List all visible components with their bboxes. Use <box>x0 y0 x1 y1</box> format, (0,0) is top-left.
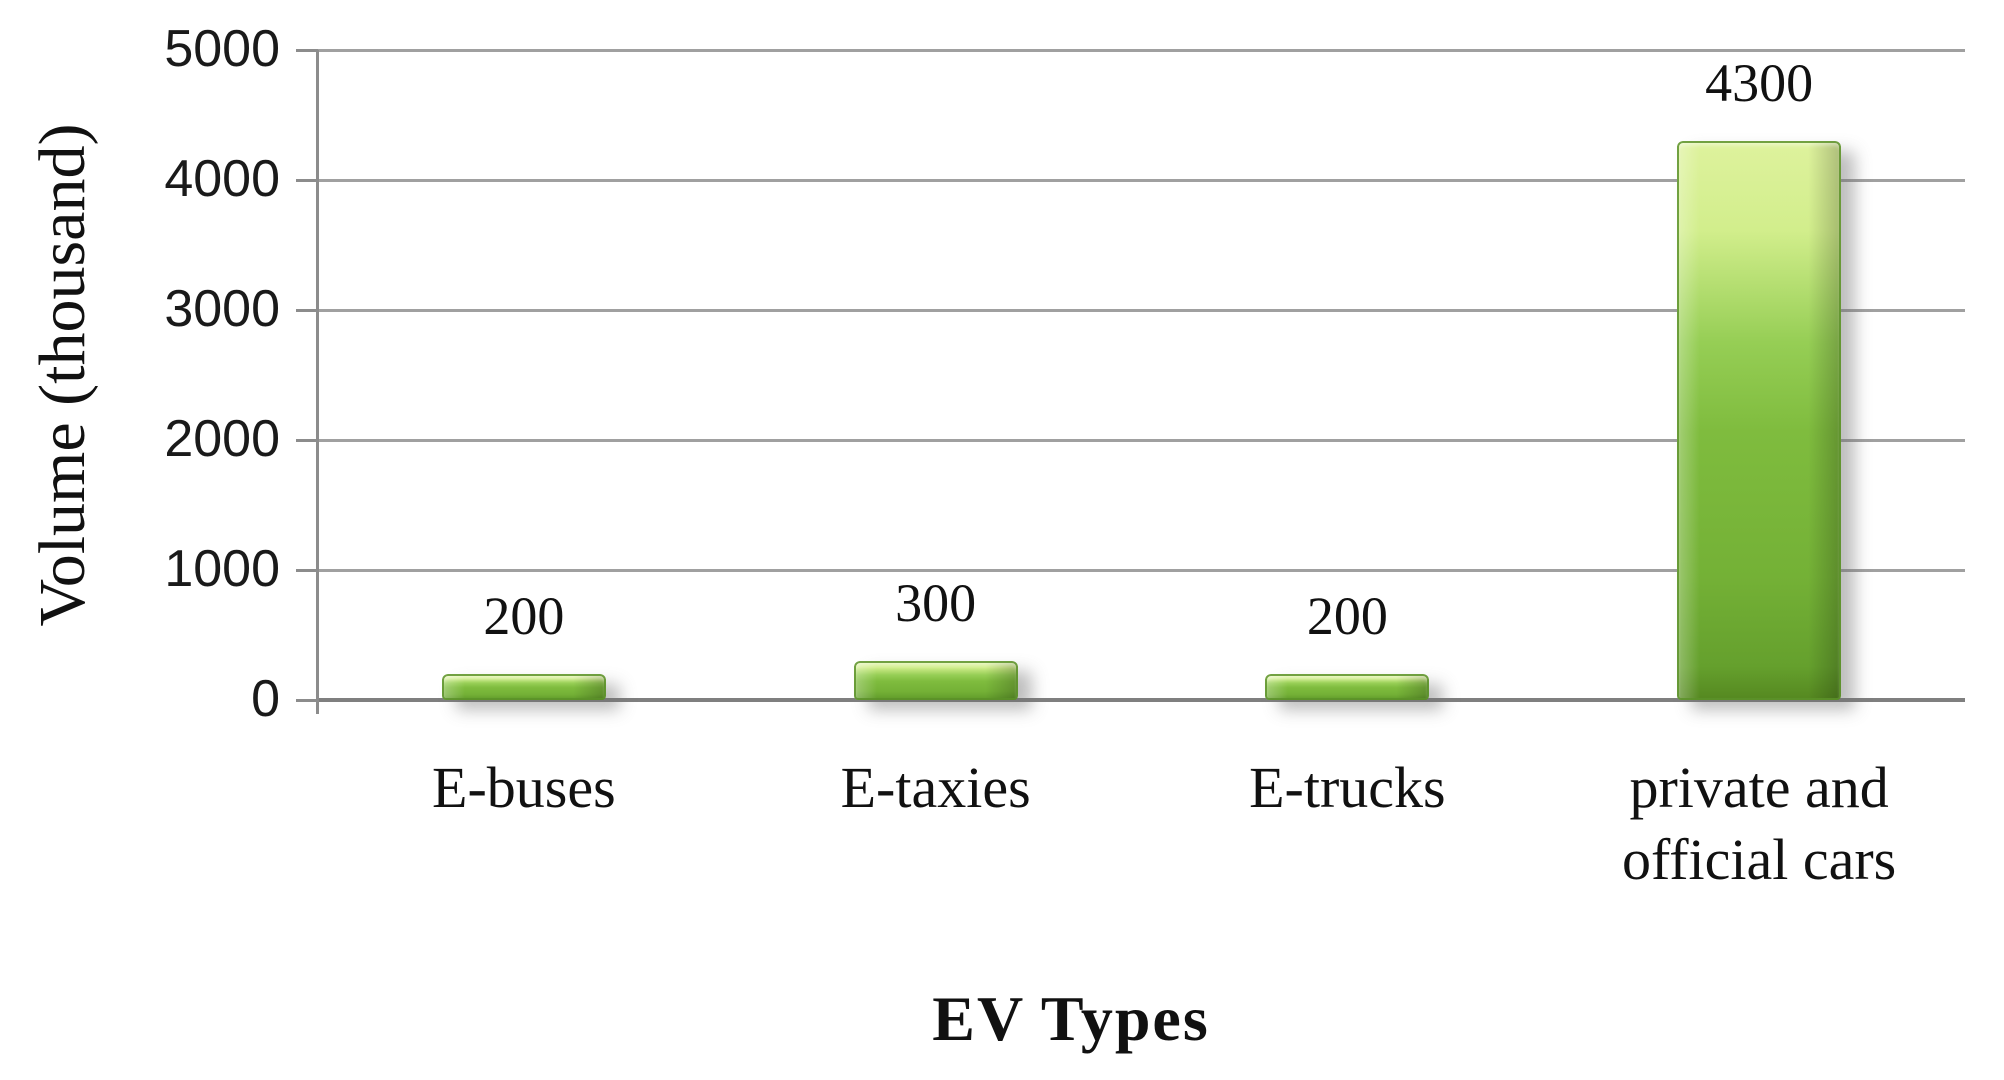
bar-value-label: 4300 <box>1705 53 1814 113</box>
bar-value-label: 200 <box>1306 586 1388 646</box>
y-axis-tick <box>296 568 318 572</box>
x-axis-category-line: E-taxies <box>840 755 1031 820</box>
gridline <box>318 178 1965 182</box>
y-axis-tick <box>296 308 318 312</box>
y-axis-tick-label: 0 <box>251 670 280 728</box>
y-axis-tick <box>296 698 318 702</box>
x-axis-category-line: private and <box>1629 755 1889 820</box>
gridline <box>318 568 1965 572</box>
x-axis-category-line: E-trucks <box>1249 755 1446 820</box>
y-axis-tick-label: 1000 <box>164 540 280 598</box>
x-axis-title: EV Types <box>932 983 1210 1054</box>
bar <box>1265 674 1430 700</box>
x-axis-category-label: E-trucks <box>1142 752 1554 824</box>
x-axis-category-line: E-buses <box>432 755 616 820</box>
y-axis-tick <box>296 438 318 442</box>
x-axis-category-label: private and official cars <box>1553 752 1965 896</box>
bar <box>441 674 606 700</box>
bar <box>1677 141 1842 700</box>
gridline <box>318 48 1965 52</box>
y-axis-tick-label: 5000 <box>164 20 280 78</box>
x-axis-category-line: official cars <box>1621 827 1897 892</box>
bar <box>853 661 1018 700</box>
x-axis-category-label: E-buses <box>318 752 730 824</box>
bar-value-label: 300 <box>895 573 977 633</box>
gridline <box>318 308 1965 312</box>
x-axis-line <box>318 698 1965 702</box>
bar-value-label: 200 <box>483 586 565 646</box>
y-axis-tick-label: 3000 <box>164 280 280 338</box>
y-axis-tick-label: 2000 <box>164 410 280 468</box>
y-axis-tick-label: 4000 <box>164 150 280 208</box>
y-axis-tick <box>296 48 318 52</box>
gridline <box>318 438 1965 442</box>
y-axis-tick <box>296 178 318 182</box>
x-axis-category-label: E-taxies <box>730 752 1142 824</box>
y-axis-line <box>316 50 319 714</box>
